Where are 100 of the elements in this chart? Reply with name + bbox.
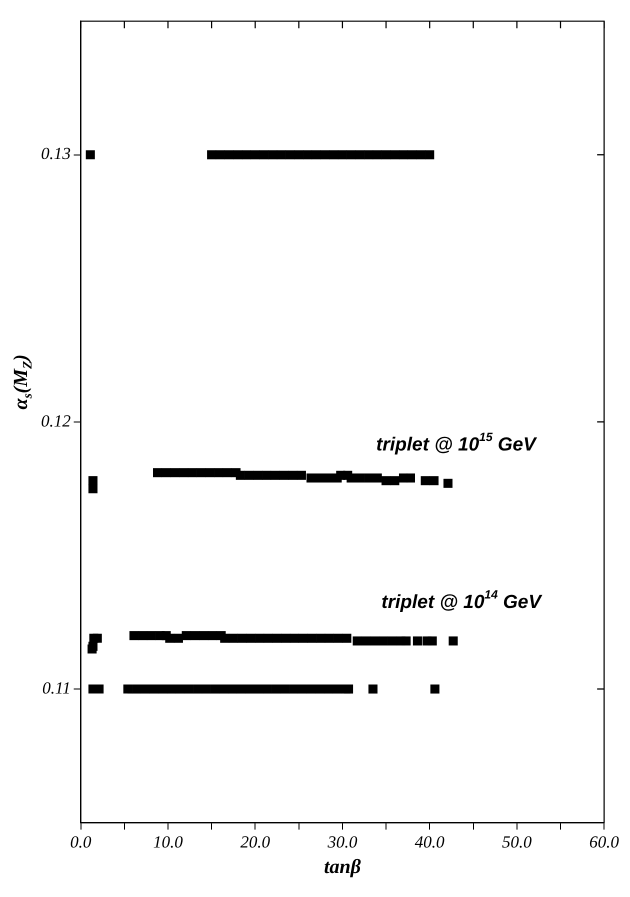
- point: [382, 476, 391, 486]
- point: [315, 684, 324, 694]
- point: [244, 470, 254, 480]
- point: [228, 634, 238, 643]
- point: [129, 631, 138, 640]
- y-axis-title: αs(MZ): [10, 354, 34, 410]
- point: [382, 150, 391, 160]
- point: [281, 634, 290, 643]
- point: [238, 634, 247, 643]
- point: [210, 684, 220, 694]
- point: [406, 473, 415, 483]
- point: [312, 150, 321, 160]
- point: [364, 150, 374, 160]
- point: [214, 468, 224, 478]
- point: [306, 473, 316, 483]
- point: [346, 473, 356, 483]
- x-tick-label: 0.0: [70, 832, 92, 852]
- point: [92, 634, 102, 643]
- point: [408, 150, 417, 160]
- point: [250, 150, 260, 160]
- point: [219, 684, 228, 694]
- point: [307, 634, 316, 643]
- point: [188, 468, 197, 478]
- x-tick-label: 50.0: [502, 832, 532, 852]
- point: [370, 636, 380, 646]
- point: [428, 636, 437, 646]
- point: [179, 468, 188, 478]
- point: [306, 684, 316, 694]
- point: [324, 684, 334, 694]
- point: [430, 476, 439, 486]
- point: [412, 636, 422, 646]
- point: [372, 473, 382, 483]
- point: [355, 150, 364, 160]
- point: [88, 484, 98, 494]
- point: [190, 631, 200, 640]
- point: [390, 150, 400, 160]
- point: [443, 478, 453, 488]
- point: [372, 150, 382, 160]
- point: [205, 468, 214, 478]
- point: [276, 150, 286, 160]
- point: [268, 150, 278, 160]
- y-tick-label: 0.12: [41, 411, 72, 430]
- point: [342, 634, 352, 643]
- point: [425, 150, 434, 160]
- point: [149, 684, 159, 694]
- point: [280, 684, 290, 694]
- y-tick-label: 0.11: [42, 678, 71, 698]
- point: [220, 634, 230, 643]
- point: [233, 150, 242, 160]
- point: [246, 634, 256, 643]
- x-tick-label: 30.0: [326, 832, 358, 852]
- point: [88, 644, 97, 654]
- point: [320, 150, 330, 160]
- point: [286, 150, 295, 160]
- point: [416, 150, 426, 160]
- point: [138, 631, 148, 640]
- x-tick-label: 20.0: [240, 832, 271, 852]
- point: [262, 684, 272, 694]
- point: [398, 150, 408, 160]
- point: [448, 636, 458, 646]
- point: [208, 631, 217, 640]
- point: [199, 631, 208, 640]
- point: [270, 470, 280, 480]
- point: [158, 684, 168, 694]
- point: [162, 468, 171, 478]
- point: [324, 634, 334, 643]
- point: [193, 684, 202, 694]
- point: [294, 150, 304, 160]
- point: [332, 684, 342, 694]
- point: [236, 470, 245, 480]
- point: [123, 684, 132, 694]
- point: [166, 684, 176, 694]
- x-axis-title: tanβ: [324, 856, 362, 878]
- point: [402, 636, 411, 646]
- point: [255, 634, 264, 643]
- point: [242, 150, 252, 160]
- point: [272, 634, 282, 643]
- point: [196, 468, 206, 478]
- point: [176, 684, 185, 694]
- point: [298, 684, 307, 694]
- point: [216, 150, 225, 160]
- point: [355, 473, 364, 483]
- point: [259, 150, 268, 160]
- point: [170, 468, 180, 478]
- point: [298, 634, 308, 643]
- x-tick-label: 40.0: [414, 832, 446, 852]
- point: [236, 684, 246, 694]
- point: [378, 636, 388, 646]
- point: [202, 684, 211, 694]
- point: [352, 636, 362, 646]
- point: [430, 684, 440, 694]
- point: [132, 684, 142, 694]
- point: [86, 150, 95, 160]
- point: [390, 476, 400, 486]
- point: [289, 684, 298, 694]
- point: [254, 684, 264, 694]
- point: [165, 634, 174, 643]
- point: [364, 473, 374, 483]
- point: [140, 684, 150, 694]
- point: [152, 468, 162, 478]
